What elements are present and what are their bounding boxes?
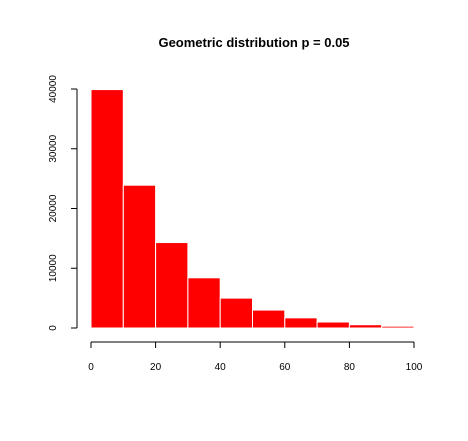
histogram-bar (284, 317, 318, 329)
histogram-bar (348, 324, 383, 329)
y-tick-label: 10000 (48, 254, 59, 282)
y-tick-label: 40000 (48, 75, 59, 103)
x-tick-label: 0 (88, 362, 94, 373)
y-tick-label: 20000 (48, 194, 59, 222)
x-tick-label: 100 (406, 362, 423, 373)
x-tick-label: 60 (279, 362, 291, 373)
bars-group (90, 89, 415, 329)
x-axis: 0 20 40 60 80 100 (88, 341, 423, 373)
histogram-bar (187, 277, 221, 329)
histogram-bar (122, 184, 157, 329)
histogram-bar (252, 309, 286, 329)
y-tick-label: 0 (48, 325, 59, 331)
histogram-bar (381, 325, 415, 329)
histogram-bar (90, 89, 124, 329)
histogram-bar (316, 321, 350, 329)
x-tick-label: 20 (150, 362, 162, 373)
y-tick-label: 30000 (48, 134, 59, 162)
chart-title: Geometric distribution p = 0.05 (158, 35, 349, 50)
histogram-bar (155, 242, 189, 329)
x-tick-label: 80 (344, 362, 356, 373)
histogram-bar (219, 297, 253, 329)
x-tick-label: 40 (215, 362, 227, 373)
y-axis: 0 10000 20000 30000 40000 (48, 75, 78, 331)
